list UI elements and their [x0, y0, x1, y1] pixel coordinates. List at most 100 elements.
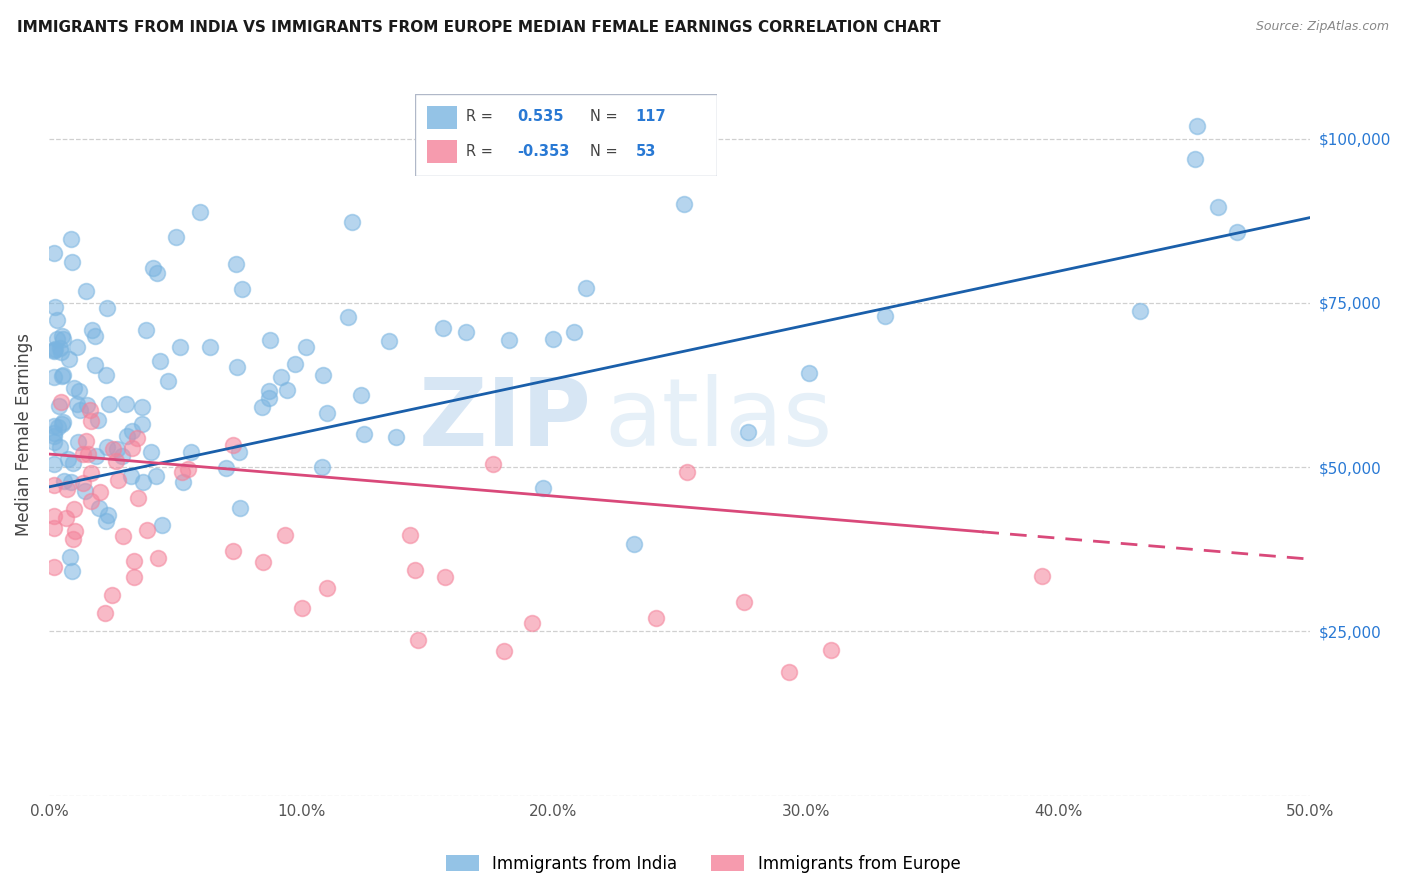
- Point: [172, 465, 194, 479]
- Point: [42, 425, 65, 440]
- Point: [96, 301, 118, 315]
- Point: [80, 414, 103, 428]
- Point: [146, 266, 169, 280]
- Point: [252, 556, 274, 570]
- Point: [1206, 200, 1229, 214]
- Point: [432, 321, 454, 335]
- Point: [87, 501, 110, 516]
- Point: [115, 429, 138, 443]
- Point: [42, 435, 65, 450]
- Point: [103, 442, 125, 456]
- Point: [83, 358, 105, 372]
- Point: [107, 442, 129, 456]
- Point: [259, 392, 281, 406]
- Point: [190, 205, 212, 219]
- Point: [135, 323, 157, 337]
- Point: [49, 344, 72, 359]
- Point: [51, 417, 73, 431]
- Point: [276, 383, 298, 397]
- Point: [63, 502, 86, 516]
- Point: [79, 402, 101, 417]
- Point: [89, 484, 111, 499]
- Point: [97, 508, 120, 522]
- Point: [42, 369, 65, 384]
- Point: [87, 413, 110, 427]
- Point: [52, 415, 75, 429]
- Point: [433, 570, 456, 584]
- Point: [84, 329, 107, 343]
- Point: [48, 399, 70, 413]
- Point: [96, 515, 118, 529]
- Point: [100, 588, 122, 602]
- Point: [385, 430, 408, 444]
- Point: [270, 370, 292, 384]
- Point: [797, 367, 820, 381]
- Point: [778, 665, 800, 679]
- Point: [77, 447, 100, 461]
- Point: [290, 601, 312, 615]
- Point: [284, 357, 307, 371]
- Point: [1185, 119, 1208, 133]
- Point: [172, 475, 194, 490]
- Point: [112, 529, 135, 543]
- Point: [44, 300, 66, 314]
- Point: [66, 340, 89, 354]
- Point: [492, 644, 515, 658]
- Point: [148, 550, 170, 565]
- Point: [104, 454, 127, 468]
- Point: [49, 395, 72, 409]
- Point: [336, 310, 359, 325]
- Point: [141, 444, 163, 458]
- Point: [42, 343, 65, 358]
- Point: [55, 510, 77, 524]
- Point: [215, 460, 238, 475]
- Point: [150, 518, 173, 533]
- Point: [115, 397, 138, 411]
- Point: [120, 469, 142, 483]
- Point: [177, 462, 200, 476]
- Point: [121, 424, 143, 438]
- Point: [316, 581, 339, 595]
- Point: [315, 406, 337, 420]
- Text: R =: R =: [467, 144, 498, 159]
- Point: [62, 532, 84, 546]
- Point: [44, 342, 66, 356]
- Point: [53, 474, 76, 488]
- Point: [73, 484, 96, 499]
- Point: [142, 261, 165, 276]
- Point: [52, 333, 75, 347]
- Point: [94, 607, 117, 621]
- Point: [80, 466, 103, 480]
- Point: [225, 257, 247, 271]
- Point: [1184, 152, 1206, 166]
- Point: [122, 570, 145, 584]
- Point: [222, 438, 245, 452]
- Point: [62, 456, 84, 470]
- Point: [406, 633, 429, 648]
- Point: [69, 403, 91, 417]
- Point: [131, 417, 153, 432]
- Point: [51, 328, 73, 343]
- Point: [48, 420, 70, 434]
- Point: [398, 528, 420, 542]
- Point: [820, 643, 842, 657]
- Point: [1129, 304, 1152, 318]
- Legend: Immigrants from India, Immigrants from Europe: Immigrants from India, Immigrants from E…: [439, 848, 967, 880]
- Point: [42, 559, 65, 574]
- Point: [353, 427, 375, 442]
- Point: [67, 384, 90, 398]
- Point: [60, 255, 83, 269]
- Text: atlas: atlas: [605, 374, 832, 466]
- Point: [645, 610, 668, 624]
- Point: [875, 309, 897, 323]
- Point: [42, 457, 65, 471]
- Point: [127, 491, 149, 505]
- Point: [76, 434, 98, 448]
- Point: [180, 445, 202, 459]
- Point: [312, 368, 335, 382]
- Point: [541, 332, 564, 346]
- Point: [404, 563, 426, 577]
- Point: [149, 354, 172, 368]
- Point: [56, 482, 79, 496]
- Point: [42, 509, 65, 524]
